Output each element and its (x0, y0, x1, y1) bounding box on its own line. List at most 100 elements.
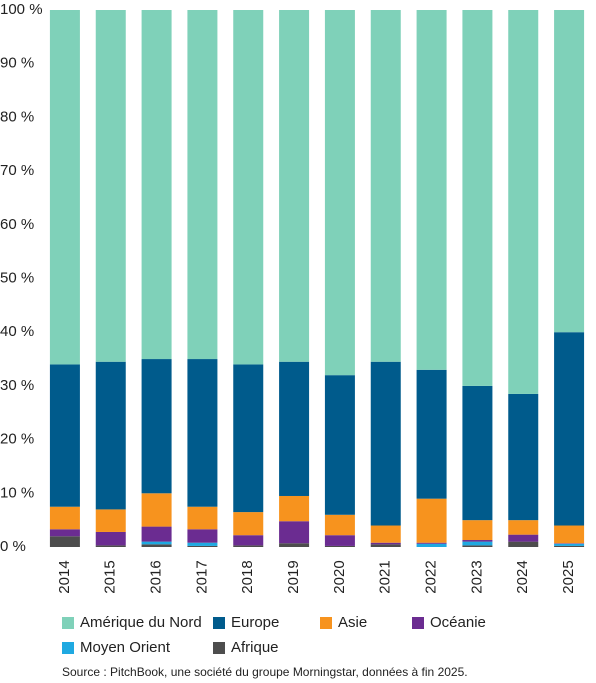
y-tick-label: 0 % (0, 538, 26, 555)
y-tick-label: 100 % (0, 1, 43, 18)
bar-segment (508, 534, 539, 542)
bar-segment (508, 10, 539, 394)
legend-label: Amérique du Nord (80, 614, 202, 631)
bar-segment (141, 493, 172, 527)
legend-swatch (213, 642, 225, 654)
bar-segment (462, 10, 493, 386)
y-tick-label: 20 % (0, 431, 34, 448)
bar-segment (233, 535, 264, 546)
legend-label: Asie (338, 614, 367, 631)
bar-segment (324, 514, 355, 536)
bar-segment (141, 541, 172, 545)
bar-segment (279, 10, 310, 362)
y-tick-label: 40 % (0, 323, 34, 340)
y-tick-label: 80 % (0, 108, 34, 125)
x-tick-label: 2020 (331, 560, 348, 593)
bar-segment (187, 545, 218, 547)
source-note: Source : PitchBook, une société du group… (62, 665, 468, 679)
bar-segment (324, 545, 355, 547)
x-tick-label: 2017 (193, 560, 210, 593)
bar-segment (187, 529, 218, 543)
bar-segment (187, 542, 218, 546)
x-tick-label: 2021 (377, 560, 394, 593)
bar-segment (554, 543, 585, 546)
bar-segment (49, 536, 80, 547)
x-tick-label: 2019 (285, 560, 302, 593)
x-tick-label: 2025 (560, 560, 577, 593)
bar-segment (462, 540, 493, 542)
x-tick-label: 2015 (102, 560, 119, 593)
bar-segment (416, 10, 447, 370)
bar-segment (187, 10, 218, 360)
bar-segment (187, 359, 218, 507)
x-tick-label: 2014 (56, 560, 73, 593)
bar-segment (49, 10, 80, 365)
y-tick-label: 50 % (0, 269, 34, 286)
x-tick-label: 2024 (514, 560, 531, 593)
bar-segment (279, 521, 310, 544)
bar-segment (370, 544, 401, 547)
bar-segment (462, 541, 493, 546)
x-tick-label: 2022 (423, 560, 440, 593)
legend-label: Afrique (231, 639, 279, 656)
y-tick-label: 70 % (0, 162, 34, 179)
y-tick-label: 90 % (0, 55, 34, 72)
bar-segment (554, 545, 585, 547)
x-tick-label: 2018 (239, 560, 256, 593)
legend-label: Océanie (430, 614, 486, 631)
bar-segment (95, 361, 126, 510)
bar-segment (554, 543, 585, 544)
bar-segment (508, 520, 539, 535)
bar-segment (49, 364, 80, 507)
bar-segment (416, 498, 447, 543)
legend-swatch (412, 617, 424, 629)
bar-segment (370, 361, 401, 526)
bar-segment (233, 10, 264, 365)
bar-segment (187, 506, 218, 530)
bar-segment (462, 520, 493, 541)
bar-segment (324, 10, 355, 376)
bar-segment (324, 375, 355, 515)
bar-segment (279, 495, 310, 522)
x-tick-label: 2023 (468, 560, 485, 593)
bar-segment (141, 526, 172, 542)
bar-segment (416, 369, 447, 499)
x-tick-label: 2016 (148, 560, 165, 593)
bar-segment (95, 531, 126, 546)
bar-segment (554, 10, 585, 333)
bar-segment (416, 543, 447, 547)
bar-segment (324, 535, 355, 546)
bar-segment (141, 10, 172, 360)
bar-segment (279, 543, 310, 547)
y-tick-label: 10 % (0, 484, 34, 501)
legend-swatch (62, 617, 74, 629)
bar-segment (141, 544, 172, 547)
bar-segment (370, 525, 401, 543)
bar-segment (49, 529, 80, 537)
bar-segment (508, 541, 539, 547)
bar-segment (416, 542, 447, 544)
bar-segment (554, 525, 585, 544)
bar-segment (95, 509, 126, 532)
bar-segment (554, 332, 585, 526)
bar-segment (279, 361, 310, 496)
bar-segment (370, 542, 401, 545)
bar-segment (233, 364, 264, 513)
legend-swatch (213, 617, 225, 629)
bar-segment (141, 359, 172, 494)
legend-swatch (320, 617, 332, 629)
legend-swatch (62, 642, 74, 654)
bar-segment (462, 545, 493, 547)
bar-segment (95, 545, 126, 547)
bar-segment (233, 512, 264, 536)
bar-segment (508, 393, 539, 521)
legend-label: Moyen Orient (80, 639, 171, 656)
bar-segment (49, 506, 80, 530)
bar-segment (233, 545, 264, 547)
bar-segment (95, 10, 126, 362)
bar-segment (462, 385, 493, 521)
bar-segment (370, 10, 401, 362)
y-tick-label: 60 % (0, 216, 34, 233)
y-tick-label: 30 % (0, 377, 34, 394)
